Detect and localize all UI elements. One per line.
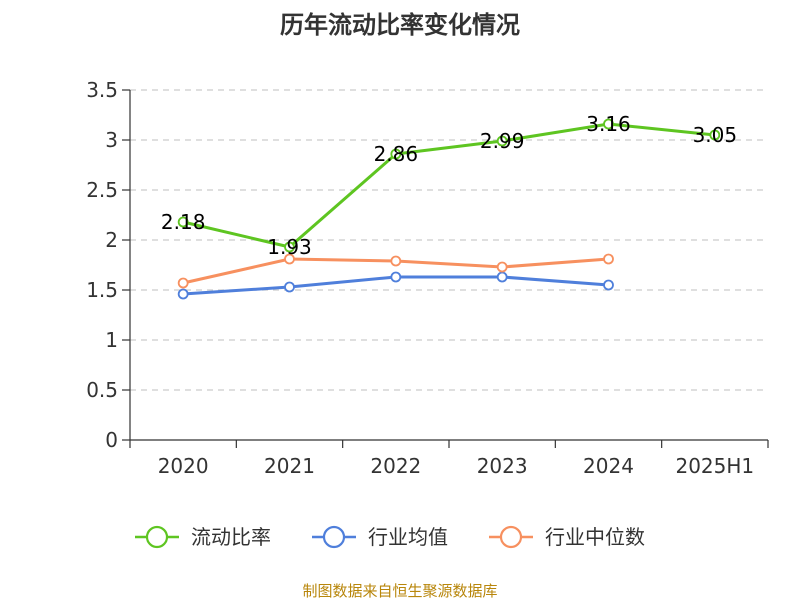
data-point bbox=[709, 129, 721, 141]
legend-item[interactable]: 行业中位数 bbox=[489, 525, 645, 549]
y-tick-label: 3.5 bbox=[86, 78, 118, 102]
data-labels: 2.18 1.93 2.86 2.99 3.16 3.05 bbox=[161, 112, 737, 259]
data-label: 2.18 bbox=[161, 210, 206, 234]
data-point bbox=[177, 288, 189, 300]
y-tick-label: 2.5 bbox=[86, 178, 118, 202]
x-tick-label: 2020 bbox=[158, 454, 209, 478]
legend-label: 行业均值 bbox=[368, 525, 448, 549]
data-point bbox=[177, 216, 189, 228]
data-point bbox=[284, 241, 295, 253]
legend-marker bbox=[145, 525, 169, 549]
series-line bbox=[182, 122, 715, 249]
legend-item[interactable]: 流动比率 bbox=[135, 525, 271, 549]
y-tick-label: 0 bbox=[105, 428, 118, 452]
x-tick-label: 2021 bbox=[264, 454, 315, 478]
data-label: 2.86 bbox=[374, 142, 419, 166]
y-tick-label: 3 bbox=[105, 128, 118, 152]
legend-label: 流动比率 bbox=[191, 525, 271, 549]
y-tick-label: 2 bbox=[105, 228, 118, 252]
data-point bbox=[496, 271, 508, 283]
data-label: 1.93 bbox=[267, 235, 312, 259]
data-point bbox=[603, 253, 614, 265]
data-label: 3.05 bbox=[693, 123, 738, 147]
data-point bbox=[390, 255, 402, 267]
x-tick-label: 2022 bbox=[370, 454, 421, 478]
data-point bbox=[496, 135, 508, 147]
y-tick-label: 1 bbox=[105, 328, 118, 352]
data-label: 3.16 bbox=[586, 112, 631, 136]
grid bbox=[130, 89, 768, 391]
data-point bbox=[603, 118, 614, 130]
data-point bbox=[390, 148, 402, 160]
legend: 流动比率 行业均值 行业中位数 bbox=[135, 525, 645, 549]
x-tick-label: 2024 bbox=[583, 454, 634, 478]
legend-marker bbox=[499, 525, 523, 549]
data-point bbox=[284, 281, 295, 293]
source-note: 制图数据来自恒生聚源数据库 bbox=[302, 582, 497, 600]
series-layer bbox=[177, 118, 721, 300]
legend-label: 行业中位数 bbox=[545, 525, 645, 549]
data-point bbox=[603, 279, 614, 291]
x-tick-label: 2023 bbox=[477, 454, 528, 478]
axes: 0 0.5 1 1.5 2 2.5 3 3.5 2020 2021 2022 2023 2024 2025… bbox=[86, 78, 769, 478]
y-tick-label: 1.5 bbox=[86, 278, 118, 302]
data-point bbox=[496, 261, 508, 273]
data-point bbox=[284, 253, 295, 265]
legend-marker bbox=[322, 525, 346, 549]
y-tick-label: 0.5 bbox=[86, 378, 118, 402]
data-point bbox=[177, 277, 189, 289]
chart-title: 历年流动比率变化情况 bbox=[280, 11, 520, 39]
data-point bbox=[390, 271, 402, 283]
legend-item[interactable]: 行业均值 bbox=[312, 525, 448, 549]
x-tick-label: 2025H1 bbox=[675, 454, 754, 478]
data-label: 2.99 bbox=[480, 129, 525, 153]
